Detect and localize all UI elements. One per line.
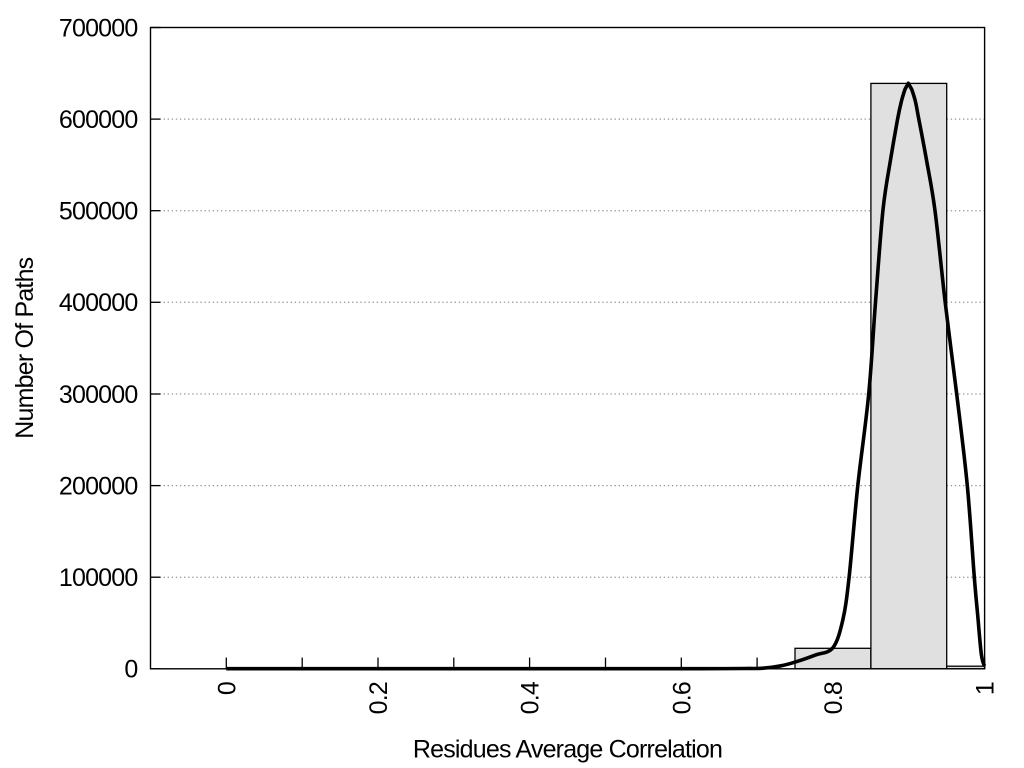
svg-text:200000: 200000: [59, 473, 138, 501]
svg-text:300000: 300000: [59, 381, 138, 409]
svg-text:1: 1: [972, 682, 1000, 695]
svg-text:600000: 600000: [59, 106, 138, 134]
svg-text:500000: 500000: [59, 198, 138, 226]
svg-text:0.6: 0.6: [668, 682, 696, 714]
svg-text:0: 0: [124, 656, 137, 684]
svg-text:0.8: 0.8: [820, 682, 848, 714]
svg-text:0: 0: [213, 682, 241, 695]
svg-text:0.4: 0.4: [517, 681, 545, 714]
svg-text:400000: 400000: [59, 289, 138, 317]
svg-text:Residues Average Correlation: Residues Average Correlation: [413, 736, 722, 764]
svg-text:0.2: 0.2: [365, 682, 393, 714]
svg-text:100000: 100000: [59, 564, 138, 592]
svg-text:Number Of Paths: Number Of Paths: [11, 257, 39, 438]
svg-text:700000: 700000: [59, 14, 138, 42]
